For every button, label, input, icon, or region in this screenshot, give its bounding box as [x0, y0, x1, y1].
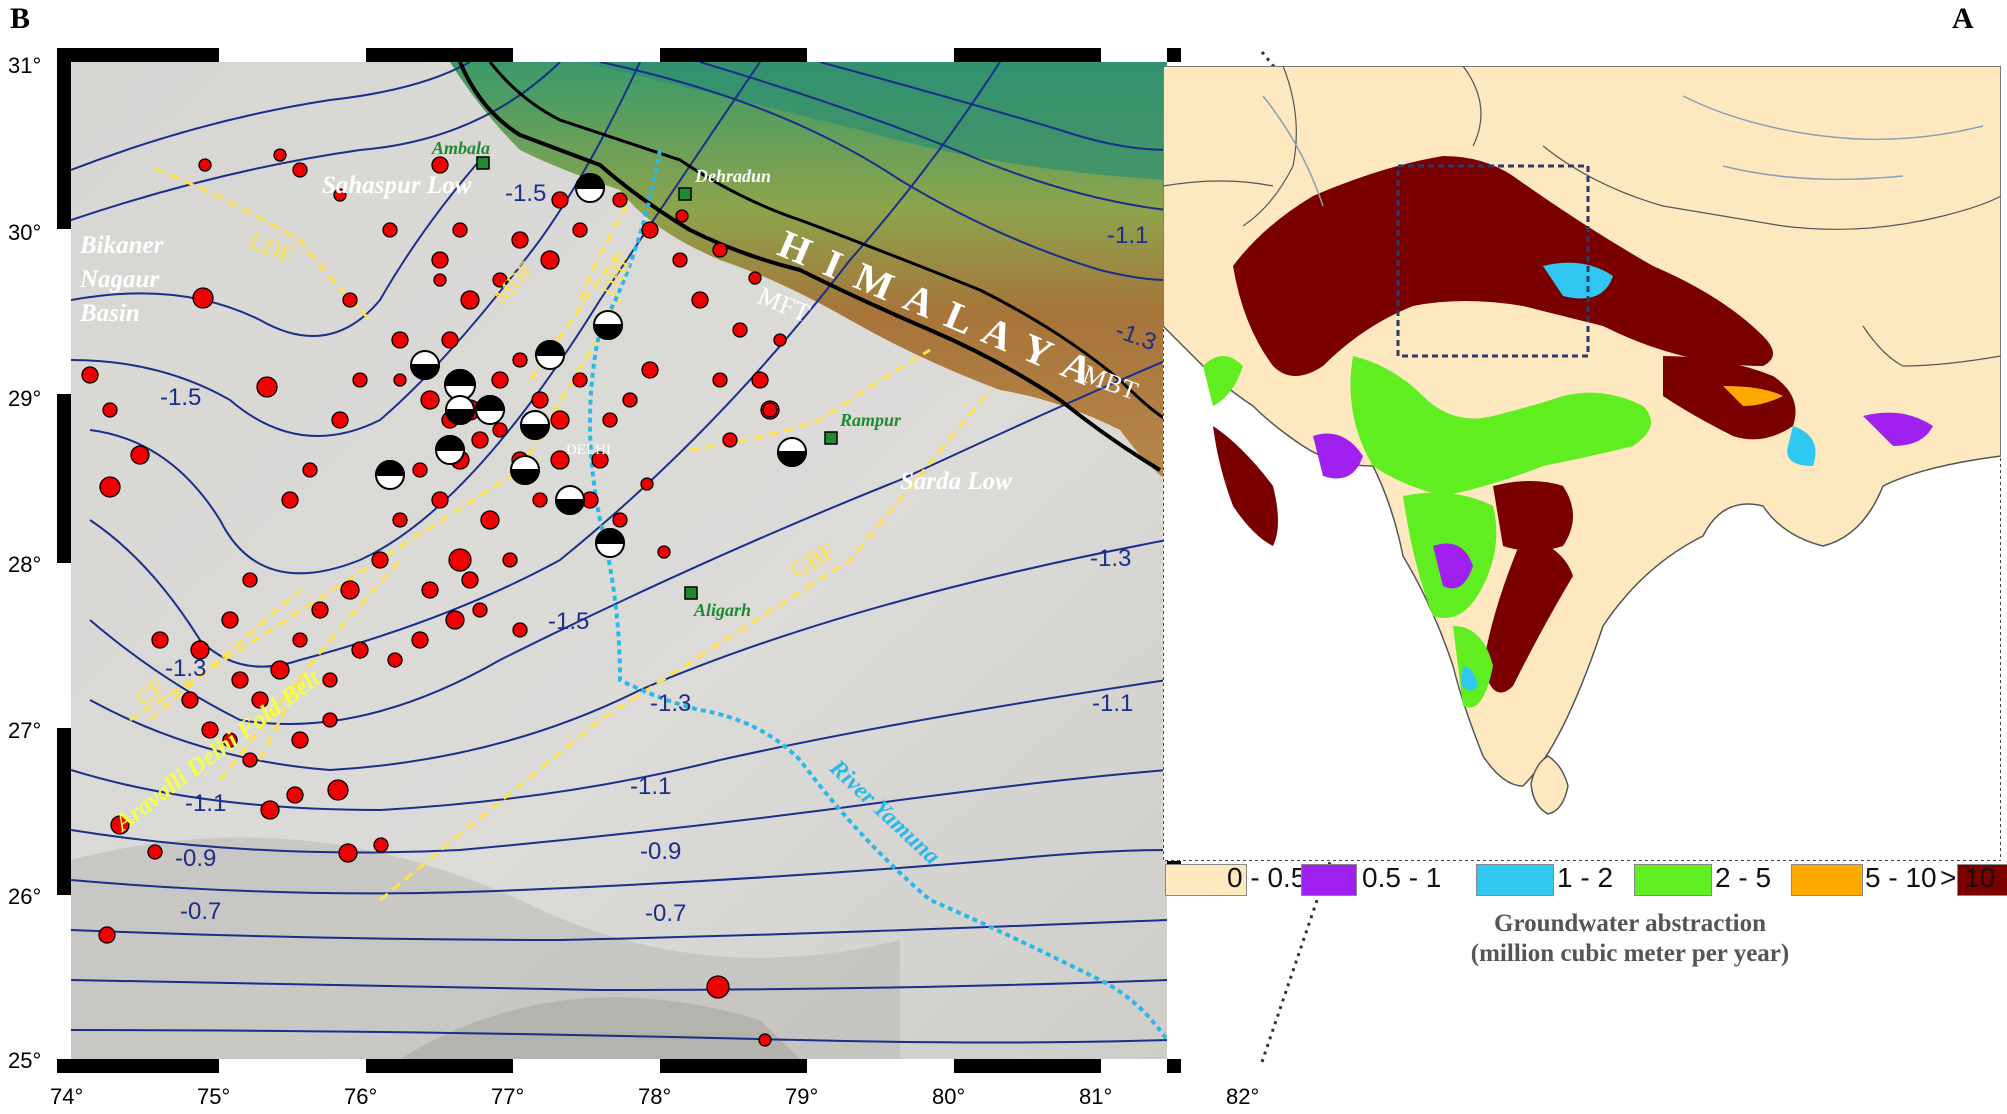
panel-letter-a: A — [1952, 2, 1974, 35]
lon-tick: 82° — [1226, 1084, 1260, 1109]
legend-swatch — [1301, 864, 1357, 896]
lon-tick: 78° — [638, 1084, 672, 1109]
panel-letter-b: B — [10, 2, 31, 35]
lon-tick: 81° — [1079, 1084, 1113, 1109]
contour-label: -1.1 — [185, 790, 227, 817]
lat-tick: 26° — [8, 884, 42, 909]
lon-tick: 75° — [197, 1084, 231, 1109]
sarda-low-label: Sarda Low — [900, 468, 1012, 495]
lon-tick: 80° — [932, 1084, 966, 1109]
lat-tick: 27° — [8, 718, 42, 743]
contour-label: -1.3 — [1090, 545, 1132, 572]
city-delhi-label: DELHI — [566, 442, 611, 458]
contour-label: -0.7 — [180, 898, 222, 925]
map-b-labels: H I M A L A Y A Sahaspur Low Bikaner Nag… — [80, 138, 1160, 927]
legend-label: 5 - 10 — [1865, 862, 1937, 893]
map-a — [1163, 66, 2001, 861]
legend-label: 0 - 0.5 — [1227, 862, 1307, 893]
lon-tick: 76° — [344, 1084, 378, 1109]
contour-label: -1.5 — [505, 180, 547, 207]
contour-label: -0.9 — [640, 838, 682, 865]
contour-label: -1.1 — [630, 773, 672, 800]
bikaner-label: Bikaner — [80, 232, 164, 259]
lat-tick: 29° — [8, 386, 42, 411]
legend-swatch — [1791, 864, 1863, 896]
nagaur-label: Nagaur — [80, 266, 160, 293]
lon-tick: 77° — [491, 1084, 525, 1109]
city-rampur-label: Rampur — [840, 410, 902, 430]
contour-label: -0.7 — [645, 900, 687, 927]
lon-tick: 74° — [50, 1084, 84, 1109]
contour-label: -1.3 — [650, 690, 692, 717]
legend-swatch — [1634, 864, 1712, 896]
lat-tick: 25° — [8, 1048, 42, 1073]
legend-label: 2 - 5 — [1715, 862, 1772, 893]
legend-label: > 10 — [1940, 862, 1996, 893]
contour-label: -0.9 — [175, 845, 217, 872]
contour-label: -1.5 — [548, 608, 590, 635]
legend-swatch — [1476, 864, 1554, 896]
legend-label: 1 - 2 — [1557, 862, 1614, 893]
contour-label: -1.1 — [1107, 222, 1149, 249]
contour-label: -1.1 — [1092, 690, 1134, 717]
basin-label: Basin — [80, 300, 140, 327]
lat-tick: 31° — [8, 53, 42, 78]
contour-label: -1.3 — [165, 655, 207, 682]
legend-swatch — [1165, 864, 1247, 896]
lat-tick: 30° — [8, 220, 42, 245]
legend: 0 - 0.5 0.5 - 1 1 - 2 2 - 5 5 - 10 — [1165, 862, 2007, 914]
sahaspur-low-label: Sahaspur Low — [322, 172, 472, 199]
legend-swatch — [1957, 864, 2007, 896]
contour-label: -1.5 — [160, 384, 202, 411]
city-dehradun-label: Dehradun — [695, 166, 772, 186]
lat-tick: 28° — [8, 552, 42, 577]
city-aligarh-label: Aligarh — [694, 600, 752, 620]
legend-label: 0.5 - 1 — [1362, 862, 1442, 893]
legend-title: Groundwater abstraction — [1494, 910, 1766, 937]
lon-tick: 79° — [785, 1084, 819, 1109]
legend-subtitle: (million cubic meter per year) — [1470, 940, 1790, 967]
city-ambala-label: Ambala — [432, 138, 491, 158]
